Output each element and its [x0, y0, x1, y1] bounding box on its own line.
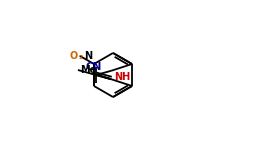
Text: O: O [70, 51, 78, 61]
Text: NH: NH [114, 72, 130, 82]
Text: Me: Me [80, 65, 96, 75]
Text: CN: CN [85, 62, 102, 72]
Text: N: N [84, 51, 92, 61]
Text: 2: 2 [79, 55, 83, 60]
